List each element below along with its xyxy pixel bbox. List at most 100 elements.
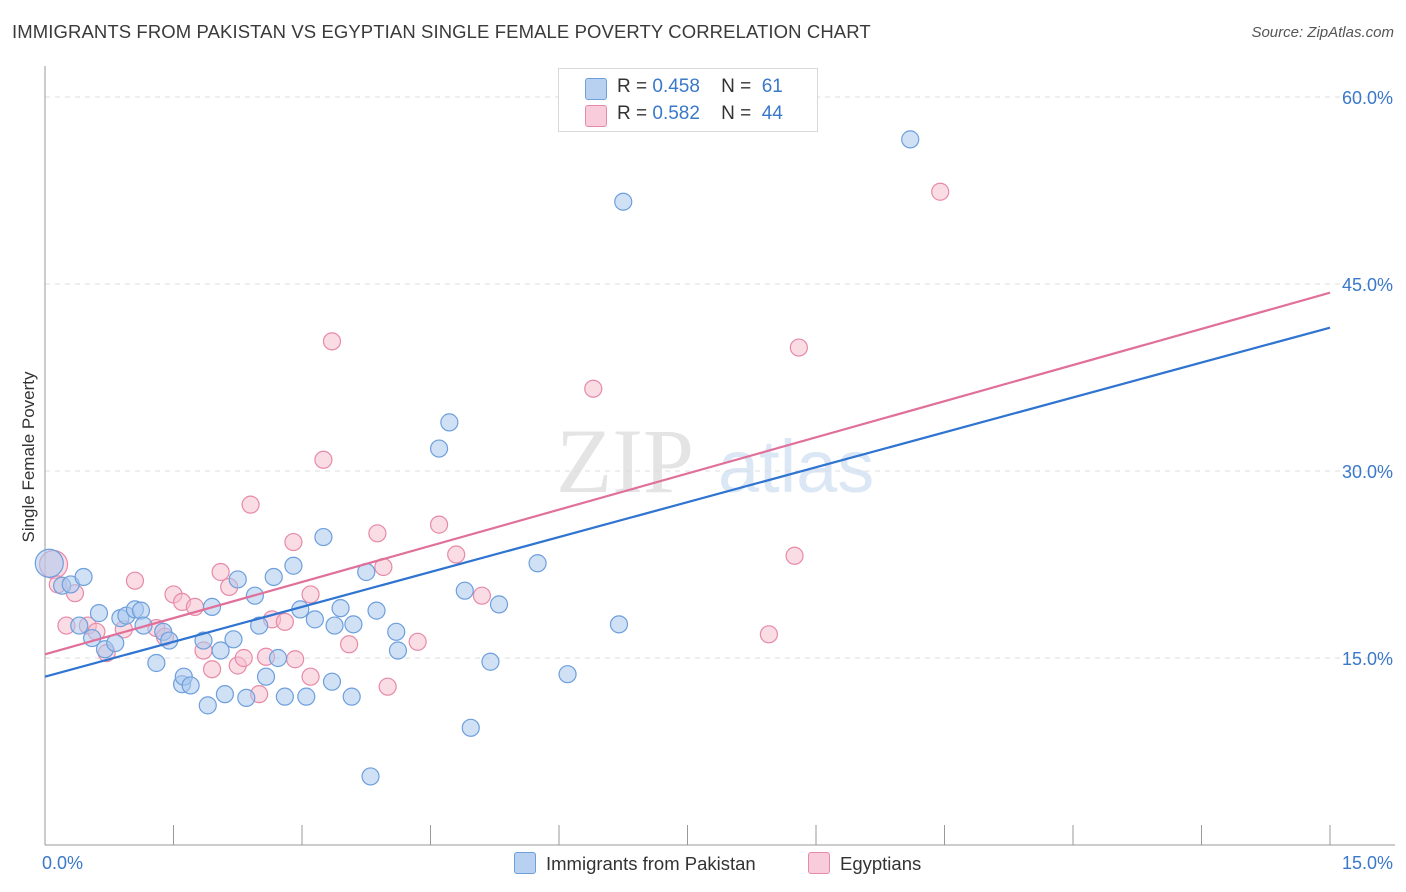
egyptian-point [447, 545, 466, 564]
egyptian-point [234, 648, 253, 668]
pakistan-point [256, 667, 276, 686]
y-tick-label: 15.0% [1342, 649, 1393, 669]
pakistan-point [147, 653, 166, 673]
pakistan-point [211, 641, 230, 660]
bottom-legend-label-pakistan: Immigrants from Pakistan [546, 853, 756, 874]
pakistan-point [609, 615, 629, 634]
legend-r-label: R = [617, 76, 648, 97]
pakistan-point [228, 570, 247, 589]
pakistan-point [237, 688, 256, 707]
trend-lines [44, 291, 1331, 678]
egyptian-point [931, 182, 950, 201]
y-axis-label: Single Female Poverty [19, 371, 38, 543]
pakistan-point [305, 610, 324, 629]
pakistan-point [388, 641, 408, 660]
legend-swatch-pakistan [585, 78, 607, 100]
chart-title: IMMIGRANTS FROM PAKISTAN VS EGYPTIAN SIN… [12, 21, 871, 42]
gridlines [45, 96, 1395, 659]
egyptian-point [275, 612, 294, 631]
pakistan-point [250, 616, 269, 635]
pakistan-point [194, 631, 213, 650]
pakistan-point [181, 676, 200, 695]
source-note: Source: ZipAtlas.com [1251, 24, 1394, 41]
bottom-legend-swatch-pakistan [514, 852, 536, 874]
watermark-zip: ZIP [556, 410, 694, 512]
pakistan-point [34, 548, 64, 578]
legend-n-value-egyptians: 44 [761, 103, 783, 124]
y-tick-label: 30.0% [1342, 462, 1393, 482]
egyptian-point [429, 515, 449, 534]
pakistan-point [614, 192, 633, 211]
pakistan-point [70, 616, 89, 635]
egyptian-point [789, 338, 808, 357]
pakistan-points [34, 130, 920, 786]
x-tick-label: 0.0% [42, 853, 83, 873]
pakistan-point [387, 622, 406, 641]
pakistan-point [528, 554, 547, 573]
pakistan-point [198, 696, 217, 715]
watermark: ZIP atlas [556, 410, 874, 512]
egyptians-trend-line [44, 291, 1331, 656]
pakistan-point [325, 616, 344, 635]
pakistan-point [331, 599, 350, 618]
egyptian-point [202, 660, 222, 679]
x-tick-label: 15.0% [1342, 853, 1393, 873]
pakistan-point [361, 767, 380, 786]
legend-n-value-pakistan: 61 [761, 76, 783, 97]
egyptian-point [368, 524, 387, 543]
pakistan-trend-line [44, 326, 1331, 678]
egyptian-point [408, 632, 427, 651]
pakistan-point [440, 413, 459, 432]
pakistan-point [322, 672, 342, 691]
pakistan-point [89, 604, 109, 623]
pakistan-point [297, 687, 316, 706]
pakistan-point [131, 601, 151, 620]
tick-labels: 15.0% 30.0% 45.0% 60.0% 0.0% 15.0% [42, 88, 1393, 873]
egyptian-point [284, 532, 303, 552]
pakistan-point [275, 687, 294, 706]
egyptian-point [785, 546, 804, 565]
legend-r-label: R = [617, 103, 648, 124]
y-tick-label: 60.0% [1342, 88, 1393, 108]
watermark-atlas: atlas [718, 425, 874, 508]
pakistan-point [455, 581, 474, 600]
egyptian-point [241, 495, 260, 514]
bottom-legend-label-egyptians: Egyptians [840, 853, 922, 874]
pakistan-point [367, 601, 386, 620]
legend-swatch-egyptians [585, 105, 607, 127]
bottom-legend-pakistan: Immigrants from Pakistan [514, 852, 756, 875]
pakistan-point [429, 439, 449, 458]
egyptian-point [301, 667, 320, 686]
pakistan-point [284, 556, 303, 575]
pakistan-point [224, 630, 243, 649]
correlation-legend: R = 0.458 N = 61 R = 0.582 N = 44 [558, 68, 818, 132]
pakistan-point [489, 595, 509, 614]
egyptian-point [584, 379, 603, 398]
pakistan-point [461, 718, 480, 737]
egyptian-point [322, 332, 342, 351]
legend-n-label: N = [721, 76, 752, 97]
legend-r-value-pakistan: 0.458 [652, 76, 700, 97]
pakistan-point [342, 687, 361, 706]
bottom-legend-swatch-egyptians [808, 852, 830, 874]
bottom-legend-egyptians: Egyptians [808, 852, 921, 875]
legend-r-value-egyptians: 0.582 [652, 103, 700, 124]
pakistan-point [215, 685, 234, 704]
pakistan-point [74, 567, 93, 587]
egyptian-point [340, 635, 359, 654]
pakistan-point [314, 527, 333, 547]
egyptian-point [301, 585, 320, 604]
egyptian-point [286, 650, 305, 669]
pakistan-point [344, 615, 363, 634]
legend-n-label: N = [721, 103, 752, 124]
pakistan-point [558, 665, 577, 684]
egyptian-point [314, 450, 333, 469]
pakistan-point [901, 130, 920, 149]
egyptian-point [378, 677, 397, 696]
pakistan-point [264, 567, 283, 587]
pakistan-point [268, 648, 288, 668]
y-tick-label: 45.0% [1342, 275, 1393, 295]
egyptian-point [125, 571, 145, 590]
pakistan-point [481, 652, 500, 671]
